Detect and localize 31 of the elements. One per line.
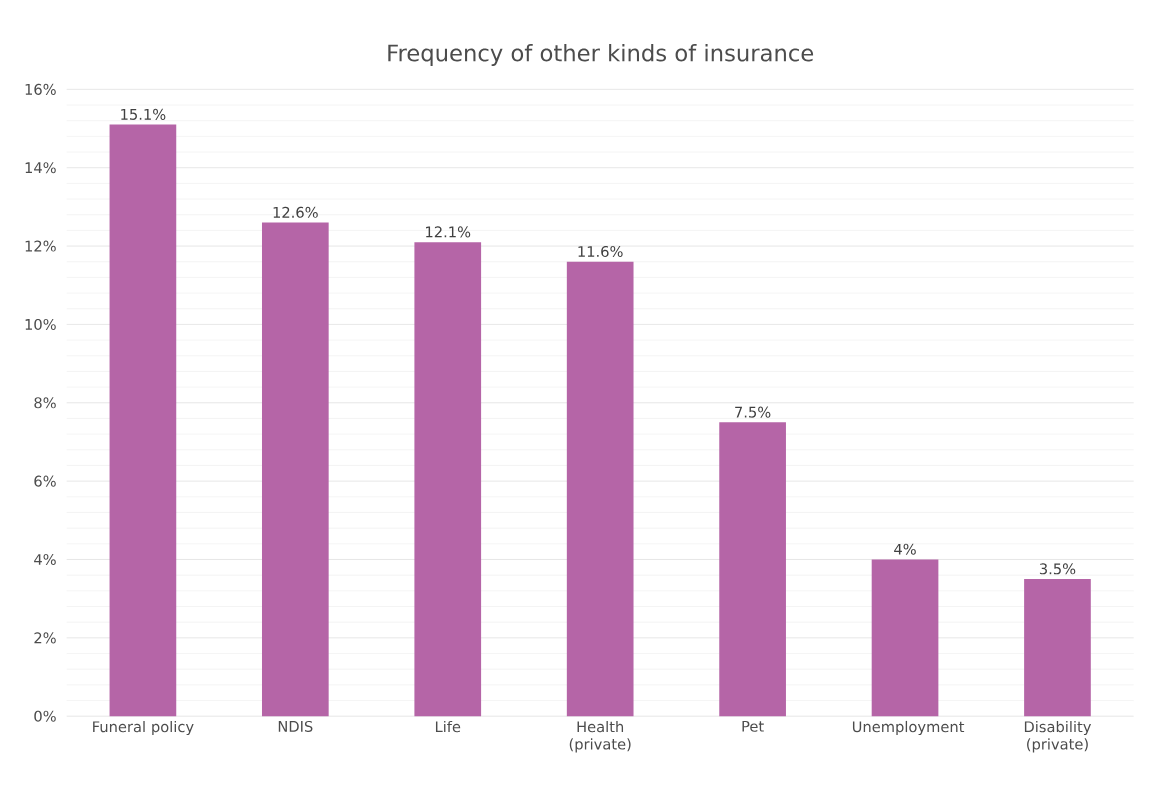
x-tick-label: Disability (private) xyxy=(1024,721,1092,753)
data-label: 7.5% xyxy=(735,406,771,418)
y-tick-label: 16% xyxy=(25,84,56,96)
x-tick-label: Funeral policy xyxy=(93,721,194,736)
x-tick-label: Health (private) xyxy=(569,721,631,753)
data-label: 12.1% xyxy=(426,226,471,238)
bar xyxy=(261,222,329,717)
y-tick-label: 0% xyxy=(34,710,56,722)
y-tick-label: 8% xyxy=(34,397,56,409)
chart-title: Frequency of other kinds of insurance xyxy=(388,44,814,67)
data-label: 4% xyxy=(894,543,916,555)
bar xyxy=(1024,579,1091,717)
data-label: 15.1% xyxy=(121,109,166,121)
bar xyxy=(719,422,786,717)
x-tick-label: Life xyxy=(435,721,461,733)
y-tick-label: 6% xyxy=(34,475,56,487)
bar xyxy=(414,242,482,717)
y-tick-label: 4% xyxy=(34,554,56,566)
bar xyxy=(566,261,634,717)
x-tick-label: Unemployment xyxy=(852,721,965,736)
bar xyxy=(109,124,177,717)
y-tick-label: 10% xyxy=(25,319,56,331)
data-label: 11.6% xyxy=(578,246,623,258)
y-tick-label: 14% xyxy=(25,162,56,174)
y-tick-label: 2% xyxy=(34,632,56,644)
x-tick-label: NDIS xyxy=(278,721,313,733)
data-label: 3.5% xyxy=(1039,563,1076,575)
y-tick-label: 12% xyxy=(25,240,56,252)
data-label: 12.6% xyxy=(273,206,318,219)
x-tick-label: Pet xyxy=(742,721,764,733)
bar xyxy=(871,559,939,717)
